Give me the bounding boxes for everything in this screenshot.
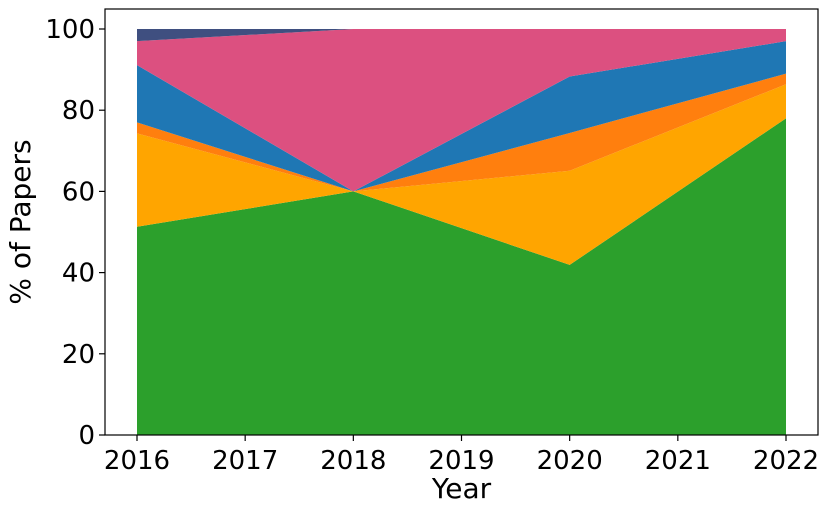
- y-axis-label: % of Papers: [4, 139, 37, 304]
- y-tick-label: 40: [62, 259, 95, 289]
- x-tick-label: 2021: [645, 446, 711, 476]
- x-tick-label: 2020: [537, 446, 603, 476]
- area-series-5: [137, 29, 786, 192]
- area-series-2: [137, 84, 786, 265]
- y-tick-label: 60: [62, 177, 95, 207]
- y-tick-label: 0: [78, 421, 95, 451]
- y-tick-label: 20: [62, 340, 95, 370]
- x-axis-ticks: 2016 2017 2018 2019 2020 2021 2022: [104, 435, 819, 476]
- x-tick-label: 2018: [320, 446, 386, 476]
- x-tick-label: 2019: [428, 446, 494, 476]
- x-tick-label: 2017: [212, 446, 278, 476]
- y-tick-label: 80: [62, 96, 95, 126]
- y-tick-label: 100: [45, 15, 95, 45]
- x-tick-label: 2022: [753, 446, 819, 476]
- y-axis-ticks: 0 20 40 60 80 100: [45, 15, 105, 451]
- area-series-group: [137, 29, 786, 435]
- area-series-6: [137, 29, 786, 42]
- area-series-3: [137, 73, 786, 192]
- x-axis-label: Year: [431, 472, 492, 505]
- area-series-4: [137, 41, 786, 192]
- x-tick-label: 2016: [104, 446, 170, 476]
- area-series-1: [137, 118, 786, 435]
